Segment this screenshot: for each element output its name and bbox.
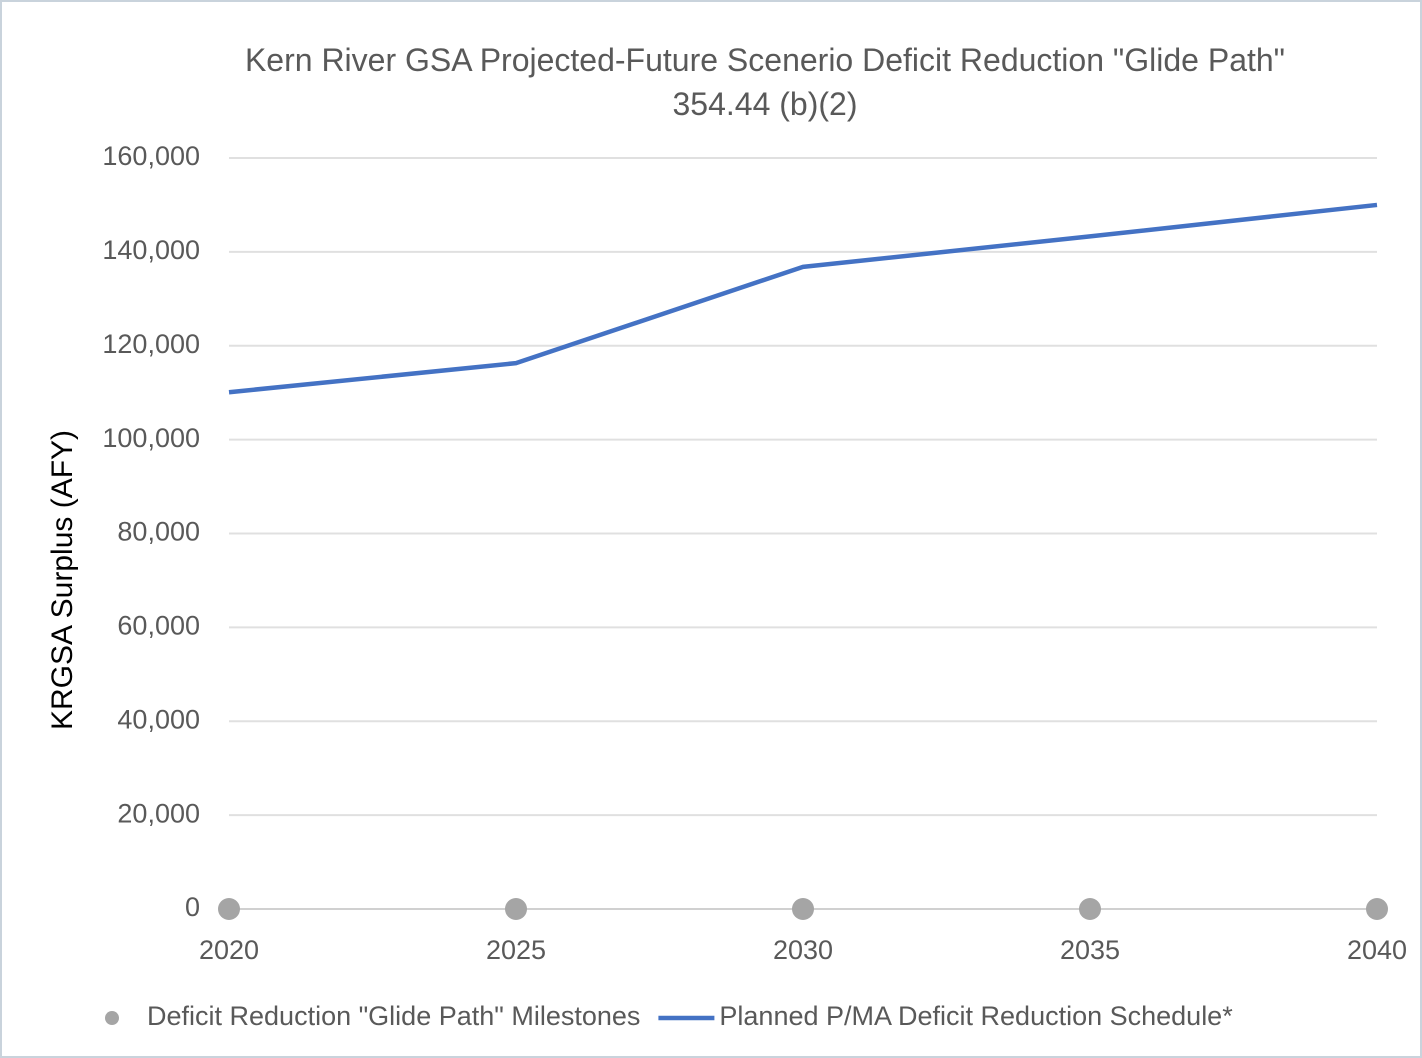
- series-line: [228, 202, 1378, 395]
- legend-marker: [105, 1011, 119, 1025]
- milestone-marker: [505, 898, 527, 920]
- legend-label: Planned P/MA Deficit Reduction Schedule*: [719, 1001, 1233, 1031]
- y-tick-label: 60,000: [117, 611, 200, 641]
- y-tick-label: 120,000: [102, 329, 200, 359]
- y-axis-label: KRGSA Surplus (AFY): [46, 430, 79, 730]
- y-tick-label: 40,000: [117, 704, 200, 734]
- legend-label: Deficit Reduction "Glide Path" Milestone…: [147, 1001, 640, 1031]
- milestone-marker: [1366, 898, 1388, 920]
- chart-title: Kern River GSA Projected-Future Scenerio…: [244, 42, 1286, 122]
- x-tick-label: 2030: [773, 935, 833, 965]
- milestone-marker: [792, 898, 814, 920]
- y-tick-label: 0: [185, 892, 200, 922]
- y-tick-label: 80,000: [117, 517, 200, 547]
- x-tick-label: 2025: [486, 935, 546, 965]
- milestone-marker: [218, 898, 240, 920]
- y-tick-label: 20,000: [117, 798, 200, 828]
- x-tick-label: 2040: [1347, 935, 1407, 965]
- milestone-marker: [1079, 898, 1101, 920]
- y-tick-label: 160,000: [102, 141, 200, 171]
- x-tick-label: 2020: [199, 935, 259, 965]
- y-tick-label: 100,000: [102, 423, 200, 453]
- y-tick-label: 140,000: [102, 235, 200, 265]
- x-tick-label: 2035: [1060, 935, 1120, 965]
